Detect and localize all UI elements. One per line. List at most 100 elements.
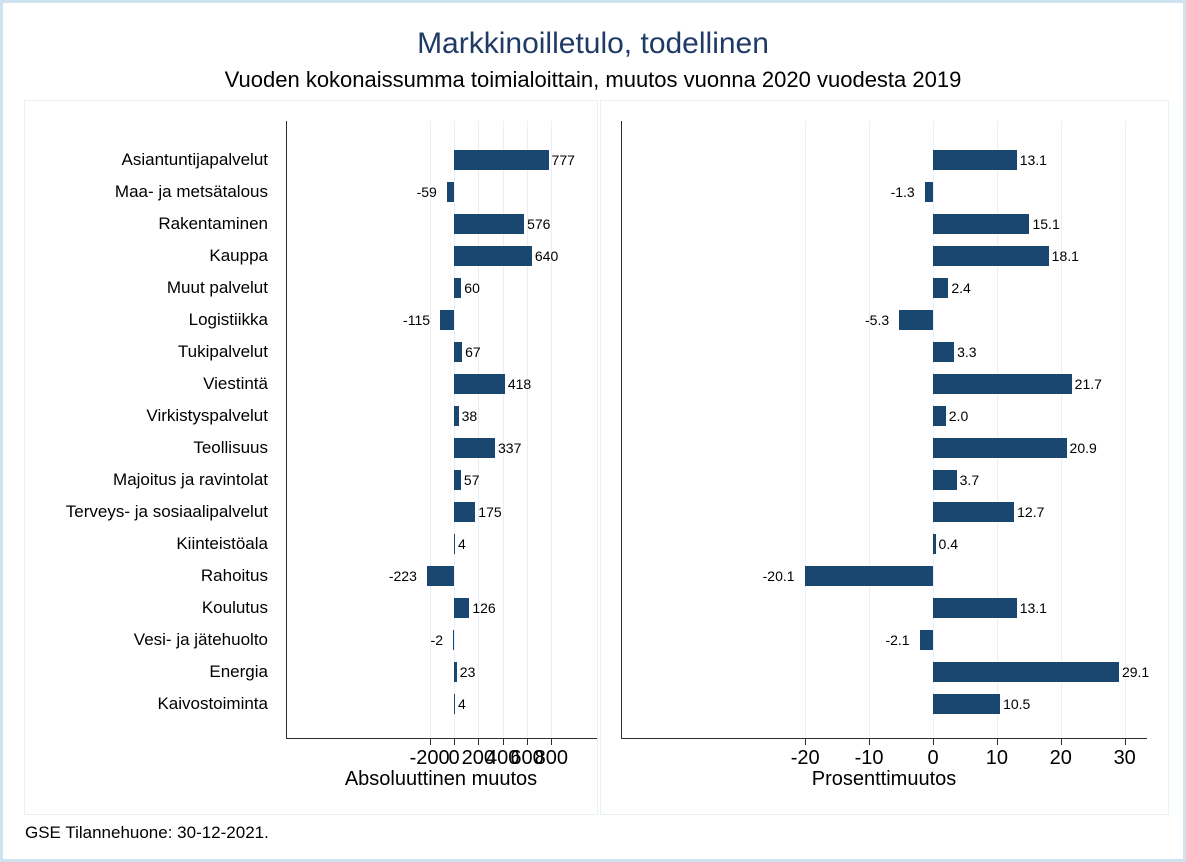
bar [933, 278, 949, 298]
bar [804, 566, 933, 586]
x-tick-label: 800 [534, 747, 569, 769]
bar [454, 502, 476, 522]
bar [454, 662, 457, 682]
category-label: Logistiikka [188, 310, 268, 329]
bar-value-label: 3.3 [957, 344, 977, 360]
category-label: Maa- ja metsätalous [114, 182, 268, 201]
bar [933, 662, 1119, 682]
category-label: Virkistyspalvelut [146, 406, 268, 425]
bar-value-label: 337 [498, 440, 522, 456]
x-tick-label: -200 [409, 747, 450, 769]
bar [933, 374, 1072, 394]
bar [933, 438, 1067, 458]
category-label: Kauppa [209, 246, 268, 265]
bar-value-label: 126 [472, 600, 496, 616]
category-label: Koulutus [201, 598, 268, 617]
x-tick-label: 200 [461, 747, 496, 769]
bar-value-label: 0.4 [938, 536, 959, 552]
bar-value-label: 10.5 [1003, 696, 1031, 712]
bar [426, 566, 454, 586]
x-tick-label: 0 [927, 747, 939, 769]
chart-subtitle: Vuoden kokonaissumma toimialoittain, muu… [224, 67, 962, 92]
right-x-axis-title: Prosenttimuutos [811, 768, 957, 790]
bar [454, 246, 532, 266]
bar [933, 214, 1030, 234]
bar-value-label: -115 [403, 312, 431, 328]
bar-value-label: 18.1 [1051, 248, 1079, 264]
bar [933, 470, 957, 490]
category-label: Tukipalvelut [177, 342, 268, 361]
bar [446, 182, 454, 202]
bar [454, 150, 549, 170]
bar-value-label: 67 [465, 344, 481, 360]
bar-value-label: 13.1 [1019, 152, 1047, 168]
bar-value-label: 2.0 [948, 408, 969, 424]
bar-value-label: -2 [430, 632, 443, 648]
bar [454, 406, 459, 426]
bar-value-label: 23 [459, 664, 476, 680]
category-label: Majoitus ja ravintolat [113, 470, 268, 489]
x-tick-label: -10 [854, 747, 884, 769]
source-note: GSE Tilannehuone: 30-12-2021. [25, 823, 269, 842]
bar-value-label: 15.1 [1032, 216, 1060, 232]
bar [933, 246, 1049, 266]
bar [933, 694, 1001, 714]
bar-value-label: 4 [458, 536, 466, 552]
bar [924, 182, 933, 202]
x-tick-label: -20 [790, 747, 820, 769]
x-tick-label: 10 [985, 747, 1009, 769]
x-tick-label: 600 [510, 747, 544, 769]
bar [454, 694, 455, 714]
bar-value-label: 2.4 [951, 280, 971, 296]
bar [440, 310, 454, 330]
bar-value-label: 12.7 [1017, 504, 1045, 520]
bar-value-label: 3.7 [959, 472, 980, 488]
bar-value-label: 60 [464, 280, 480, 296]
x-tick-label: 20 [1049, 747, 1072, 769]
bar-value-label: -223 [388, 568, 417, 584]
category-label: Kaivostoiminta [157, 694, 268, 713]
category-label: Asiantuntijapalvelut [121, 150, 268, 169]
bar-value-label: -59 [416, 184, 437, 200]
category-label: Rakentaminen [158, 214, 268, 233]
x-tick-label: 0 [448, 747, 460, 769]
category-label: Teollisuus [193, 438, 268, 457]
bar [454, 598, 470, 618]
bar [933, 502, 1015, 522]
bar [933, 598, 1017, 618]
bar [454, 214, 525, 234]
bar [454, 278, 462, 298]
bar [454, 470, 461, 490]
bar [454, 438, 495, 458]
bar-value-label: 175 [478, 504, 502, 520]
right-chart-panel [600, 100, 1169, 815]
bar-value-label: 57 [463, 472, 480, 488]
bar-value-label: 38 [461, 408, 478, 424]
category-label: Energia [209, 662, 268, 681]
bar [454, 374, 505, 394]
bar [933, 406, 946, 426]
category-label: Vesi- ja jätehuolto [133, 630, 268, 649]
category-label: Viestintä [203, 374, 268, 393]
bar-value-label: 4 [458, 696, 466, 712]
bar-value-label: 29.1 [1121, 664, 1150, 680]
bar [899, 310, 933, 330]
category-label: Terveys- ja sosiaalipalvelut [65, 502, 268, 521]
bar [919, 630, 933, 650]
bar-value-label: 576 [527, 216, 551, 232]
bar-value-label: 21.7 [1074, 376, 1102, 392]
bar-value-label: 640 [534, 248, 559, 264]
left-x-axis-title: Absoluuttinen muutos [344, 768, 538, 790]
category-label: Kiinteistöala [176, 534, 268, 553]
bar-value-label: 13.1 [1019, 600, 1047, 616]
left-chart-panel [24, 100, 598, 815]
bar [454, 534, 455, 554]
bar-value-label: 777 [551, 152, 575, 168]
category-label: Rahoitus [200, 566, 268, 585]
chart-title: Markkinoilletulo, todellinen [417, 27, 769, 60]
category-label: Muut palvelut [166, 278, 268, 297]
x-tick-label: 400 [485, 747, 520, 769]
x-tick-label: 30 [1113, 747, 1136, 769]
bar-value-label: -5.3 [865, 312, 890, 328]
